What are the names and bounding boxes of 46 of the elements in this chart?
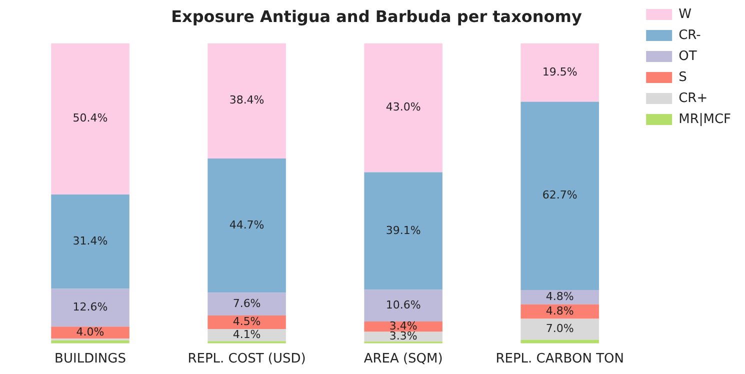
bar [520,102,599,290]
bar [520,43,599,102]
data-label: 10.6% [386,298,421,312]
legend-label: CR- [678,28,702,43]
data-label: 31.4% [72,234,108,248]
data-label: 4.1% [232,328,261,342]
data-label: 62.7% [542,188,578,202]
bar [51,43,130,194]
bar [208,328,286,342]
data-label: 3.3% [389,330,418,343]
bar [51,288,130,327]
data-label: 4.8% [546,304,574,318]
x-tick-label: REPL. COST (USD) [188,352,306,367]
legend-label: OT [678,48,697,64]
bar [520,318,599,340]
legend-label: MR|MCF [678,112,732,127]
legend-label: S [678,70,687,85]
legend-label: W [678,6,692,22]
bar [51,194,130,289]
data-label: 50.4% [72,112,108,125]
legend-label: CR+ [678,90,708,106]
data-label: 39.1% [386,224,421,237]
data-label: 43.0% [386,100,421,114]
data-label: 7.0% [546,322,574,336]
data-label: 44.7% [229,218,264,232]
bar [364,290,442,322]
bar [208,315,286,329]
data-label: 12.6% [72,300,108,314]
bar [364,172,442,290]
data-label: 4.8% [546,290,574,304]
bar [208,292,286,316]
data-label: 4.0% [76,325,104,338]
x-tick-label: BUILDINGS [54,352,126,367]
data-label: 7.6% [232,296,261,310]
data-label: 38.4% [229,94,264,107]
bar [520,290,599,304]
bar [520,304,599,319]
bar [208,43,286,158]
bar [364,43,442,172]
chart-title: Exposure Antigua and Barbuda per taxonomy [171,6,582,26]
x-tick-label: REPL. CARBON TON [496,352,624,367]
bar [208,158,286,293]
data-label: 3.4% [389,319,418,332]
data-label: 19.5% [542,65,578,78]
x-tick-label: AREA (SQM) [364,352,443,367]
data-label: 4.5% [232,315,261,328]
